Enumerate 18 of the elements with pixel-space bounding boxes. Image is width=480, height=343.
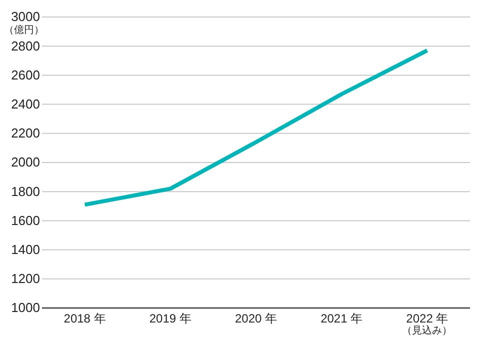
y-tick-label: 1200 [11,271,40,286]
y-tick-label: 1000 [11,300,40,316]
line-series [82,48,430,207]
y-tick-label: 3000 [11,9,40,24]
x-tick-label: 2021 年 [320,312,363,326]
y-tick-label: 1600 [11,212,40,228]
x-tick-label: 2020 年 [234,312,278,326]
x-tick-label: 2018 年 [64,312,106,326]
y-tick-label: 2800 [11,38,40,54]
y-tick-label: 2400 [11,96,40,112]
y-tick-label: 1400 [11,242,40,257]
y-tick-label: 2000 [11,154,40,170]
y-tick-label: 2600 [11,67,40,82]
y-tick-label: 2200 [11,126,40,141]
x-tick-label: 2019 年 [149,312,192,326]
y-tick-label: 1800 [11,184,40,199]
y-axis-title: （億円） [4,24,44,36]
x-tick-label: 2022 年（見込み） [402,312,452,337]
